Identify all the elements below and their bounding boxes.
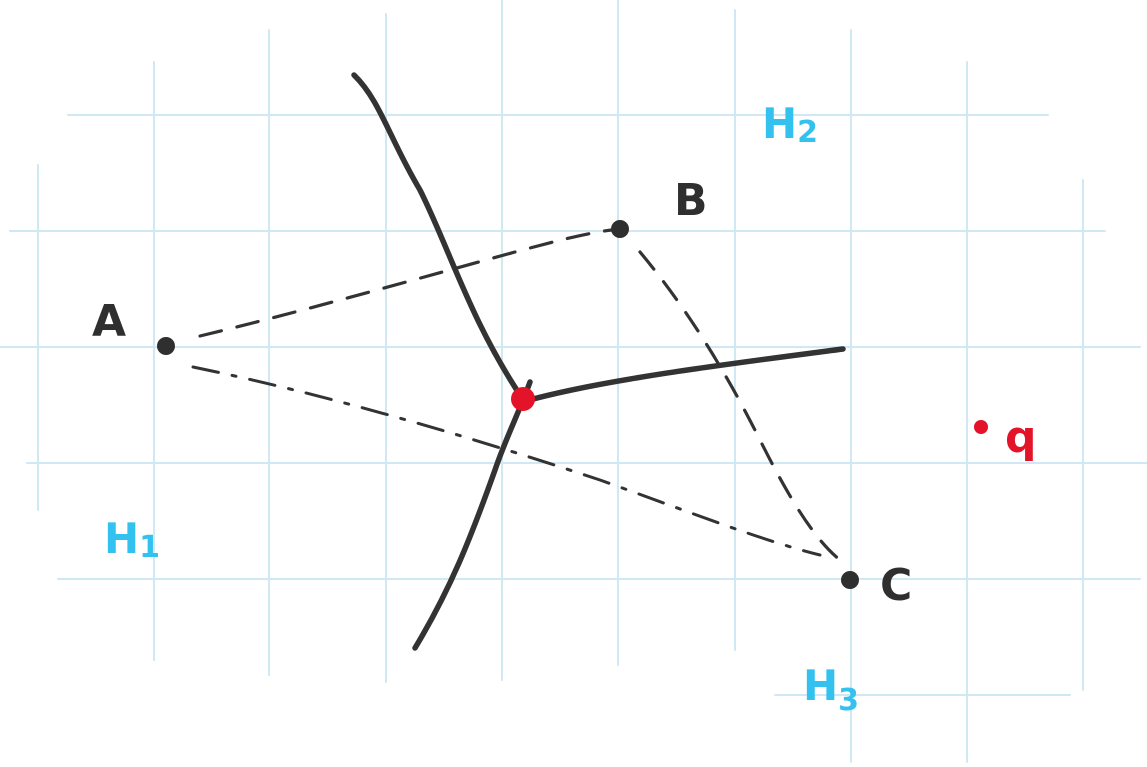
region-h3-label: H3	[803, 661, 859, 718]
region-h2-label: H2	[762, 99, 818, 150]
bisector-edge-lower	[412, 379, 533, 651]
point-b-marker	[611, 220, 629, 238]
region-h3-subscript: 3	[838, 683, 859, 718]
point-b-label: B	[674, 175, 708, 226]
voronoi-vertex	[511, 387, 535, 411]
region-h2-letter: H	[762, 99, 797, 148]
bisector-edge-upper	[351, 72, 525, 401]
bisector-edge-right	[519, 346, 846, 405]
segment-b-c	[638, 250, 842, 562]
region-h1-label: H1	[104, 514, 160, 565]
query-point-marker	[974, 420, 988, 434]
query-point-label: q	[1005, 412, 1037, 463]
region-h1-subscript: 1	[139, 530, 160, 565]
segment-a-b	[198, 227, 622, 338]
point-c-label: C	[880, 560, 912, 611]
region-h3-letter: H	[803, 661, 838, 710]
point-a-marker	[157, 337, 175, 355]
region-h1-letter: H	[104, 514, 139, 563]
point-a-label: A	[92, 296, 126, 347]
point-c-marker	[841, 571, 859, 589]
segment-a-c	[191, 365, 822, 557]
region-h2-subscript: 2	[797, 115, 818, 150]
